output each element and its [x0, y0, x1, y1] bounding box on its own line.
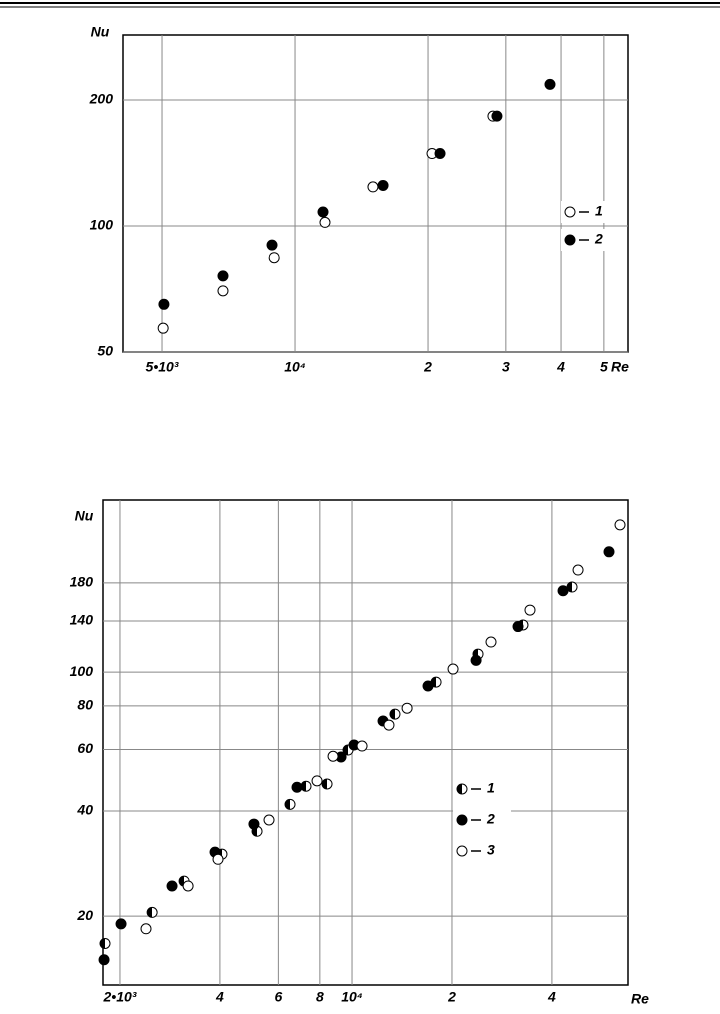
- y-tick-label: 80: [77, 697, 93, 713]
- y-tick-label: 180: [70, 574, 94, 590]
- data-point: [157, 322, 169, 334]
- y-tick-label: 60: [77, 740, 93, 756]
- x-tick-label: 2•10³: [103, 989, 137, 1005]
- x-tick-label: 5•10³: [146, 359, 179, 375]
- data-point: [603, 546, 615, 558]
- x-tick-label: 4: [215, 989, 224, 1005]
- data-point: [263, 814, 275, 826]
- x-tick-label: 6: [274, 989, 282, 1005]
- y-tick-label: 200: [89, 91, 114, 107]
- y-axis-label: Nu: [91, 24, 110, 40]
- data-point: [614, 519, 626, 531]
- data-point: [284, 798, 296, 810]
- legend-label: 1: [595, 203, 603, 219]
- y-tick-label: 100: [90, 217, 114, 233]
- x-tick-label: 5: [600, 359, 608, 375]
- legend-bg: [453, 840, 511, 862]
- data-point: [99, 937, 111, 949]
- legend-marker: [456, 783, 468, 795]
- legend-label: 1: [487, 780, 495, 796]
- data-point: [311, 775, 323, 787]
- data-point: [572, 564, 584, 576]
- data-point: [182, 880, 194, 892]
- data-point: [217, 270, 229, 282]
- legend-marker: [456, 814, 468, 826]
- plot-frame: [102, 499, 629, 986]
- data-point: [524, 604, 536, 616]
- data-point: [544, 78, 556, 90]
- y-tick-label: 50: [97, 343, 113, 359]
- data-point: [300, 780, 312, 792]
- data-point: [557, 585, 569, 597]
- legend-bg: [561, 201, 619, 223]
- x-axis-label: Re: [631, 991, 649, 1007]
- data-point: [389, 708, 401, 720]
- x-tick-label: 8: [316, 989, 324, 1005]
- data-point: [317, 206, 329, 218]
- data-point: [146, 906, 158, 918]
- data-point: [422, 680, 434, 692]
- data-point: [327, 750, 339, 762]
- y-tick-label: 40: [76, 802, 93, 818]
- x-tick-label: 4: [556, 359, 565, 375]
- data-point: [248, 818, 260, 830]
- x-tick-label: 2: [423, 359, 432, 375]
- data-point: [266, 239, 278, 251]
- data-point: [158, 298, 170, 310]
- x-axis-label: Re: [611, 359, 629, 375]
- y-tick-label: 20: [76, 907, 93, 923]
- data-point: [485, 636, 497, 648]
- legend-label: 2: [486, 811, 495, 827]
- x-tick-label: 2: [447, 989, 456, 1005]
- x-tick-label: 4: [547, 989, 556, 1005]
- legend-bg: [453, 778, 511, 800]
- legend-bg: [561, 229, 619, 251]
- y-tick-label: 100: [70, 663, 94, 679]
- legend-label: 2: [594, 231, 603, 247]
- data-point: [356, 740, 368, 752]
- data-point: [367, 181, 379, 193]
- legend-bg: [453, 809, 511, 831]
- data-point: [217, 285, 229, 297]
- x-tick-label: 10⁴: [341, 989, 363, 1005]
- data-point: [377, 179, 389, 191]
- legend-label: 3: [487, 842, 495, 858]
- legend-marker: [456, 845, 468, 857]
- legend-marker: [564, 206, 576, 218]
- data-point: [447, 663, 459, 675]
- data-point: [291, 781, 303, 793]
- data-point: [401, 702, 413, 714]
- legend-marker: [564, 234, 576, 246]
- data-point: [470, 654, 482, 666]
- data-point: [140, 923, 152, 935]
- data-point: [434, 148, 446, 160]
- data-point: [98, 954, 110, 966]
- data-point: [166, 880, 178, 892]
- y-axis-label: Nu: [75, 508, 94, 524]
- x-tick-label: 3: [502, 359, 510, 375]
- data-point: [212, 853, 224, 865]
- data-point: [383, 719, 395, 731]
- data-point: [115, 918, 127, 930]
- y-tick-label: 140: [70, 612, 94, 628]
- data-point: [319, 216, 331, 228]
- data-point: [491, 110, 503, 122]
- data-point: [321, 778, 333, 790]
- x-tick-label: 10⁴: [284, 359, 306, 375]
- data-point: [268, 252, 280, 264]
- data-point: [512, 621, 524, 633]
